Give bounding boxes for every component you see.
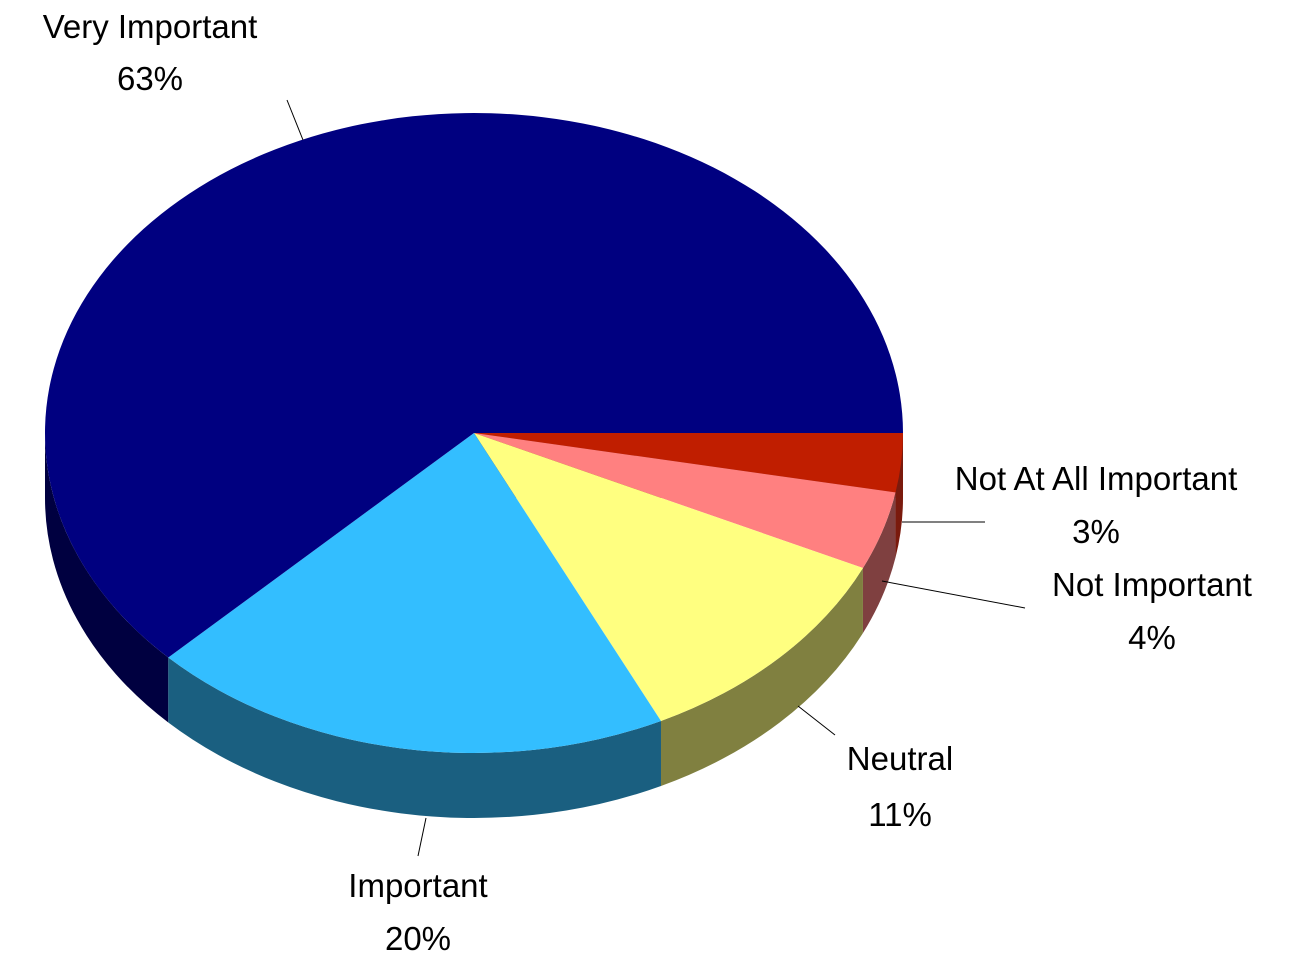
pie-slice-side-not-important: [862, 492, 896, 633]
slice-label-not-important: Not Important: [1052, 566, 1252, 603]
pie-top-layer: [44, 113, 903, 753]
pie-slice-very-important: [44, 113, 903, 658]
pie-slice-important: [168, 433, 661, 753]
slice-percent-very-important: 63%: [117, 60, 183, 97]
pie-slice-side-important: [168, 657, 661, 818]
slice-percent-not-important: 4%: [1128, 619, 1176, 656]
leader-line-neutral: [797, 705, 836, 736]
pie-slice-not-important: [474, 433, 896, 568]
slice-label-very-important: Very Important: [43, 8, 258, 45]
data-labels: Not At All Important 3% Not Important 4% Neu…: [43, 8, 1252, 954]
pie-slice-side-not-at-all-important: [895, 433, 903, 558]
pie-slice-neutral: [474, 433, 863, 721]
pie-slice-side-neutral: [660, 567, 863, 786]
slice-label-not-at-all-important: Not At All Important: [955, 460, 1237, 497]
leader-line-very-important: [286, 99, 304, 141]
leader-line-not-important: [881, 580, 1026, 609]
pie-slice-side-very-important: [45, 433, 169, 723]
slice-percent-not-at-all-important: 3%: [1072, 513, 1120, 550]
leader-lines: [286, 99, 1026, 857]
leader-line-important: [417, 817, 427, 857]
slice-label-important: Important: [348, 867, 487, 904]
slice-label-neutral: Neutral: [847, 740, 953, 777]
slice-percent-neutral: 11%: [868, 796, 932, 833]
slice-percent-important: 20%: [385, 920, 451, 954]
pie-slice-not-at-all-important: [474, 433, 903, 493]
